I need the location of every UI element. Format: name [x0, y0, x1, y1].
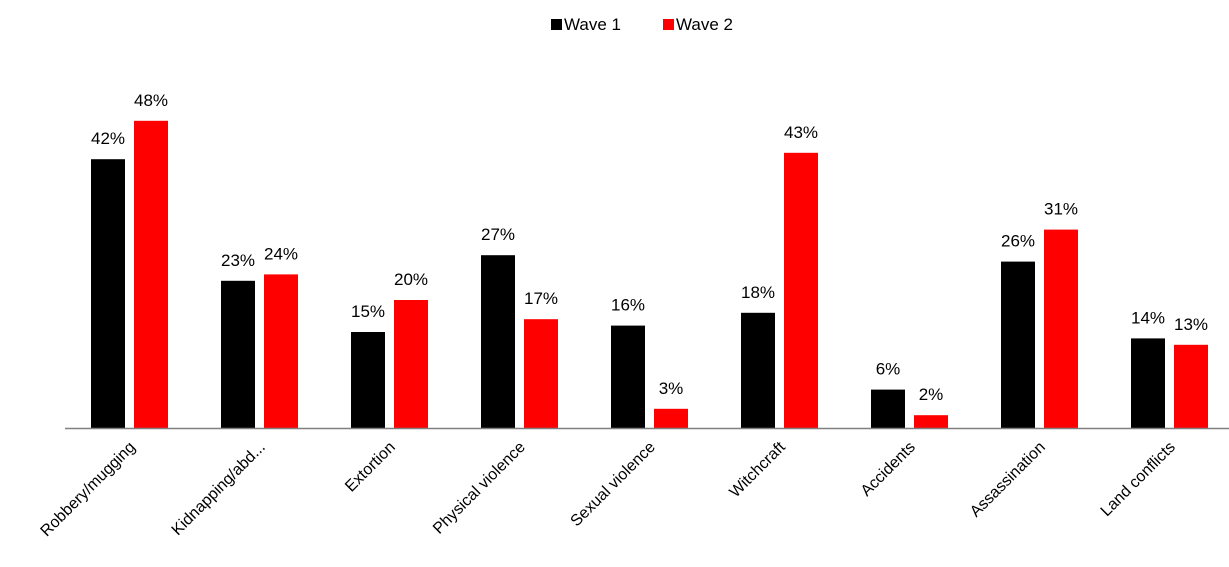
bar-wave-1-6: [871, 389, 905, 428]
legend-swatch-wave-1: [551, 19, 562, 30]
data-label-wave-2-8: 13%: [1174, 315, 1208, 334]
data-label-wave-1-6: 6%: [876, 360, 901, 379]
data-label-wave-1-4: 16%: [611, 296, 645, 315]
bars-group: [91, 120, 1208, 429]
data-label-wave-2-6: 2%: [919, 385, 944, 404]
data-label-wave-1-5: 18%: [741, 283, 775, 302]
bar-wave-2-5: [784, 152, 818, 429]
bar-wave-2-8: [1174, 344, 1208, 428]
data-labels-group: 42% 48% 23% 24% 15% 20% 27% 17% 16% 3% 18% 43% 6% 2% 2…: [91, 91, 1208, 404]
data-label-wave-1-3: 27%: [481, 225, 515, 244]
bar-wave-2-2: [394, 300, 428, 428]
bar-wave-1-0: [91, 159, 125, 428]
data-label-wave-2-3: 17%: [524, 289, 558, 308]
data-label-wave-1-0: 42%: [91, 129, 125, 148]
category-label-7: Assassination: [967, 439, 1049, 521]
bar-wave-1-2: [351, 332, 385, 428]
bar-wave-2-7: [1044, 229, 1078, 428]
legend-label-wave-2: Wave 2: [676, 15, 733, 34]
data-label-wave-1-7: 26%: [1001, 232, 1035, 251]
bar-wave-2-0: [134, 120, 168, 429]
bar-wave-2-3: [524, 319, 558, 428]
data-label-wave-2-1: 24%: [264, 244, 298, 263]
legend-swatch-wave-2: [663, 19, 674, 30]
category-label-2: Extortion: [342, 439, 399, 496]
bar-wave-1-1: [221, 280, 255, 428]
legend-label-wave-1: Wave 1: [564, 15, 621, 34]
bar-wave-1-8: [1131, 338, 1165, 428]
category-label-0: Robbery/mugging: [38, 439, 139, 540]
legend: Wave 1 Wave 2: [551, 15, 733, 34]
bar-wave-2-6: [914, 415, 948, 428]
bar-wave-1-4: [611, 325, 645, 428]
data-label-wave-2-4: 3%: [659, 379, 684, 398]
data-label-wave-2-5: 43%: [784, 123, 818, 142]
category-label-3: Physical violence: [430, 439, 529, 538]
bar-wave-2-1: [264, 274, 298, 428]
data-label-wave-1-1: 23%: [221, 251, 255, 270]
data-label-wave-1-8: 14%: [1131, 308, 1165, 327]
category-label-8: Land conflicts: [1098, 439, 1179, 520]
bar-wave-1-3: [481, 255, 515, 428]
category-labels-group: Robbery/mugging Kidnapping/abd... Extortio…: [38, 438, 1179, 540]
category-label-6: Accidents: [858, 439, 919, 500]
bar-wave-1-7: [1001, 261, 1035, 428]
bar-wave-2-4: [654, 408, 688, 428]
data-label-wave-1-2: 15%: [351, 302, 385, 321]
category-label-5: Witchcraft: [727, 438, 790, 501]
data-label-wave-2-7: 31%: [1044, 200, 1078, 219]
bar-wave-1-5: [741, 312, 775, 428]
data-label-wave-2-2: 20%: [394, 270, 428, 289]
data-label-wave-2-0: 48%: [134, 91, 168, 110]
category-label-4: Sexual violence: [568, 439, 659, 530]
category-label-1: Kidnapping/abd...: [169, 439, 269, 539]
